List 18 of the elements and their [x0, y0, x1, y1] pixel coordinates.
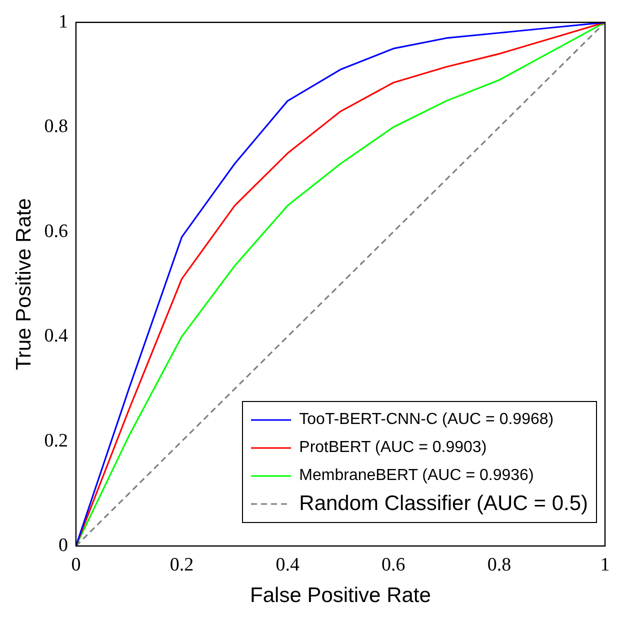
legend-label: TooT-BERT-CNN-C (AUC = 0.9968)	[299, 410, 554, 430]
x-tick-label: 0.4	[276, 554, 300, 576]
x-axis-title: False Positive Rate	[250, 584, 431, 608]
legend-label: MembraneBERT (AUC = 0.9936)	[299, 466, 534, 486]
legend-label: ProtBERT (AUC = 0.9903)	[299, 438, 487, 458]
y-tick-label: 0.2	[44, 430, 68, 452]
y-tick-label: 0	[58, 534, 68, 556]
x-tick-label: 1	[600, 554, 610, 576]
y-tick-label: 0.8	[44, 116, 68, 138]
y-tick-label: 0.4	[44, 326, 68, 347]
legend-label: Random Classifier (AUC = 0.5)	[299, 491, 588, 517]
x-tick-label: 0	[71, 554, 81, 576]
x-tick-label: 0.2	[170, 554, 194, 576]
x-tick-label: 0.8	[487, 554, 512, 576]
y-tick-label: 1	[58, 11, 68, 32]
y-tick-label: 0.6	[44, 220, 68, 242]
x-tick-label: 0.6	[382, 554, 406, 576]
y-axis-title: True Positive Rate	[12, 198, 36, 370]
